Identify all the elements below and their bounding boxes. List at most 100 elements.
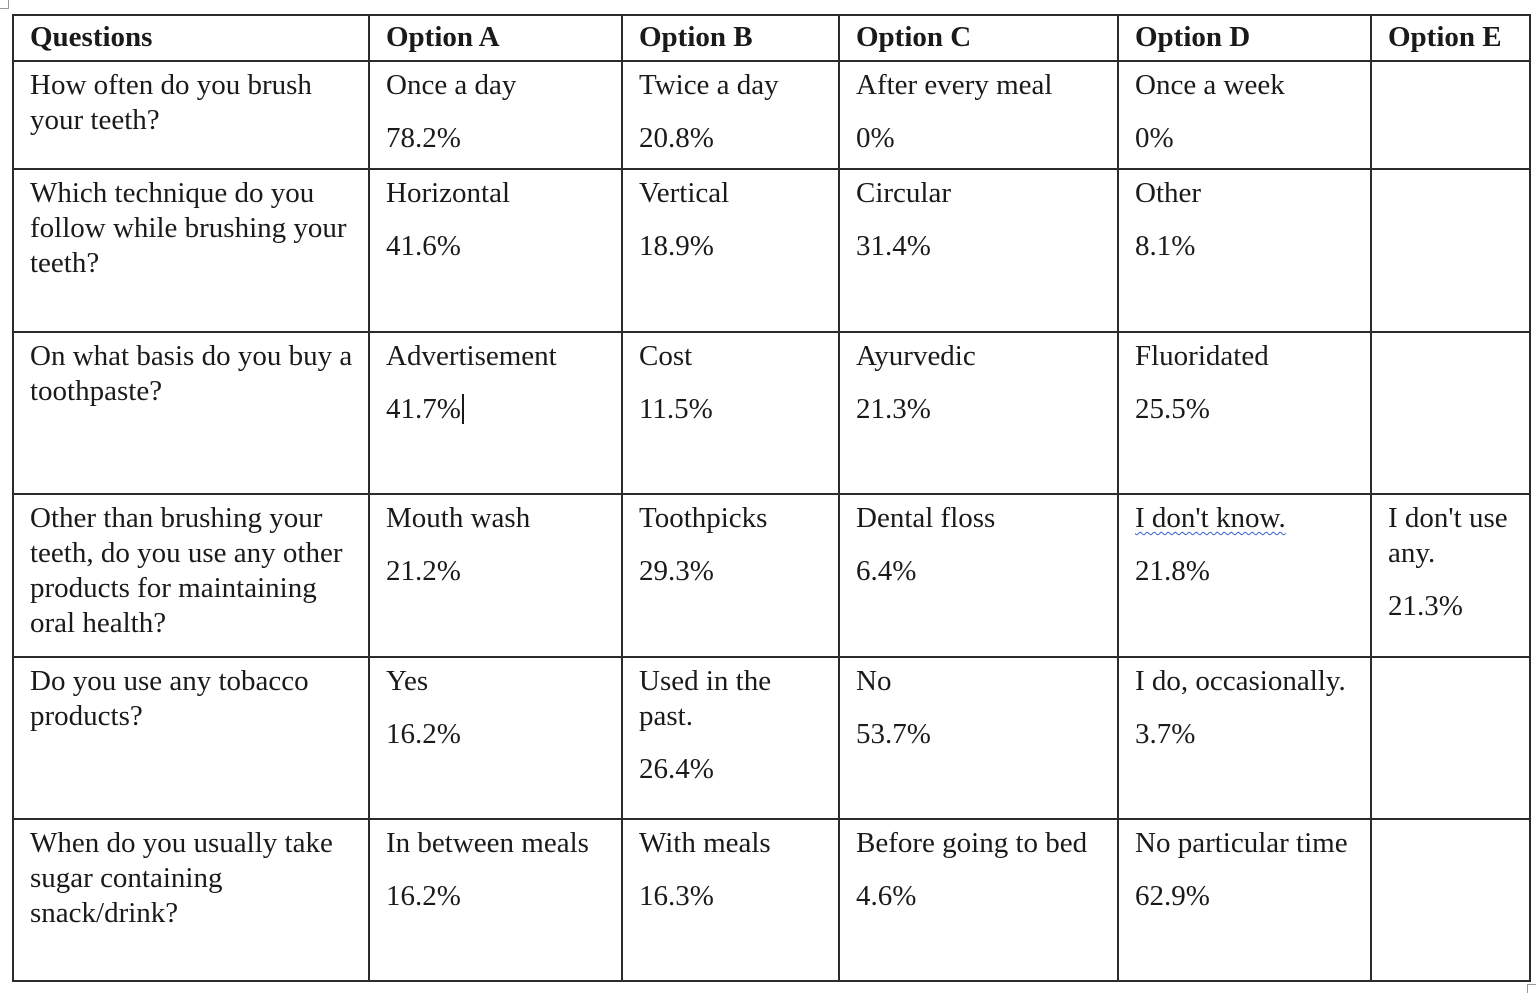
- option-cell[interactable]: Other 8.1%: [1117, 168, 1372, 333]
- header-option-d[interactable]: Option D: [1117, 14, 1372, 62]
- option-label: Yes: [386, 665, 429, 697]
- option-label: Vertical: [639, 177, 730, 209]
- question-cell[interactable]: Which technique do you follow while brus…: [12, 168, 370, 333]
- option-cell[interactable]: Once a day 78.2%: [368, 60, 623, 170]
- option-label: Cost: [639, 340, 693, 372]
- option-cell[interactable]: Fluoridated 25.5%: [1117, 331, 1372, 495]
- option-percentage: 4.6%: [856, 880, 917, 912]
- header-option-c[interactable]: Option C: [838, 14, 1119, 62]
- option-cell-empty[interactable]: [1370, 331, 1531, 495]
- option-percentage: 0%: [1135, 122, 1174, 154]
- question-cell[interactable]: How often do you brush your teeth?: [12, 60, 370, 170]
- option-percentage: 16.2%: [386, 880, 461, 912]
- option-label: With meals: [639, 827, 771, 859]
- option-cell[interactable]: Dental floss 6.4%: [838, 493, 1119, 658]
- option-cell[interactable]: Vertical 18.9%: [621, 168, 840, 333]
- header-option-e[interactable]: Option E: [1370, 14, 1531, 62]
- option-label: Circular: [856, 177, 952, 209]
- option-label: I do, occasionally.: [1135, 665, 1346, 697]
- option-cell[interactable]: Twice a day 20.8%: [621, 60, 840, 170]
- option-label: Horizontal: [386, 177, 511, 209]
- option-cell[interactable]: Ayurvedic 21.3%: [838, 331, 1119, 495]
- table-row: Which technique do you follow while brus…: [12, 168, 1531, 333]
- option-cell[interactable]: Circular 31.4%: [838, 168, 1119, 333]
- option-cell[interactable]: Used in the past. 26.4%: [621, 656, 840, 820]
- option-percentage: 3.7%: [1135, 718, 1196, 750]
- question-cell[interactable]: Other than brushing your teeth, do you u…: [12, 493, 370, 658]
- option-cell[interactable]: Cost 11.5%: [621, 331, 840, 495]
- option-percentage: 62.9%: [1135, 880, 1210, 912]
- table-row: Do you use any tobacco products? Yes 16.2…: [12, 656, 1531, 820]
- option-label: I don't use any.: [1388, 502, 1508, 569]
- text-cursor: [461, 394, 464, 424]
- option-cell[interactable]: Horizontal 41.6%: [368, 168, 623, 333]
- option-label: Toothpicks: [639, 502, 768, 534]
- table-row: Other than brushing your teeth, do you u…: [12, 493, 1531, 658]
- option-cell[interactable]: I don't know. 21.8%: [1117, 493, 1372, 658]
- option-percentage: 78.2%: [386, 122, 461, 154]
- option-cell[interactable]: No particular time 62.9%: [1117, 818, 1372, 982]
- option-percentage: 29.3%: [639, 555, 714, 587]
- option-label: No: [856, 665, 892, 697]
- option-percentage: 41.6%: [386, 230, 461, 262]
- option-label: Fluoridated: [1135, 340, 1269, 372]
- option-cell[interactable]: I do, occasionally. 3.7%: [1117, 656, 1372, 820]
- option-label: Ayurvedic: [856, 340, 976, 372]
- option-percentage: 16.2%: [386, 718, 461, 750]
- option-label: Once a week: [1135, 69, 1285, 101]
- page-corner-mark: [0, 0, 9, 9]
- option-cell[interactable]: No 53.7%: [838, 656, 1119, 820]
- option-cell[interactable]: Once a week 0%: [1117, 60, 1372, 170]
- option-label: Before going to bed: [856, 827, 1088, 859]
- option-cell[interactable]: Before going to bed 4.6%: [838, 818, 1119, 982]
- option-percentage: 0%: [856, 122, 895, 154]
- option-percentage-with-caret: 41.7%: [386, 392, 615, 427]
- option-label: No particular time: [1135, 827, 1348, 859]
- page-corner-mark: [1527, 984, 1536, 993]
- option-label: Dental floss: [856, 502, 996, 534]
- question-cell[interactable]: When do you usually take sugar containin…: [12, 818, 370, 982]
- option-percentage: 8.1%: [1135, 230, 1196, 262]
- option-percentage: 25.5%: [1135, 393, 1210, 425]
- option-cell[interactable]: In between meals 16.2%: [368, 818, 623, 982]
- header-row: Questions Option A Option B Option C Opt…: [12, 14, 1531, 62]
- option-cell[interactable]: After every meal 0%: [838, 60, 1119, 170]
- question-cell[interactable]: Do you use any tobacco products?: [12, 656, 370, 820]
- table-row: How often do you brush your teeth? Once …: [12, 60, 1531, 170]
- option-percentage: 26.4%: [639, 753, 714, 785]
- option-label: Mouth wash: [386, 502, 531, 534]
- option-label: After every meal: [856, 69, 1053, 101]
- option-cell-empty[interactable]: [1370, 656, 1531, 820]
- option-cell-empty[interactable]: [1370, 818, 1531, 982]
- option-percentage: 21.2%: [386, 555, 461, 587]
- option-percentage: 6.4%: [856, 555, 917, 587]
- option-cell-empty[interactable]: [1370, 60, 1531, 170]
- option-percentage: 41.7%: [386, 393, 461, 425]
- option-cell[interactable]: Advertisement 41.7%: [368, 331, 623, 495]
- option-cell-empty[interactable]: [1370, 168, 1531, 333]
- question-cell[interactable]: On what basis do you buy a toothpaste?: [12, 331, 370, 495]
- option-label: I don't know.: [1135, 502, 1286, 534]
- survey-results-table: Questions Option A Option B Option C Opt…: [12, 14, 1531, 982]
- header-option-b[interactable]: Option B: [621, 14, 840, 62]
- option-cell[interactable]: With meals 16.3%: [621, 818, 840, 982]
- table-row: When do you usually take sugar containin…: [12, 818, 1531, 982]
- header-questions[interactable]: Questions: [12, 14, 370, 62]
- option-percentage: 18.9%: [639, 230, 714, 262]
- option-percentage: 11.5%: [639, 393, 713, 425]
- option-cell[interactable]: Toothpicks 29.3%: [621, 493, 840, 658]
- option-percentage: 21.3%: [1388, 590, 1463, 622]
- table-row: On what basis do you buy a toothpaste? A…: [12, 331, 1531, 495]
- option-cell[interactable]: Yes 16.2%: [368, 656, 623, 820]
- option-label: Twice a day: [639, 69, 779, 101]
- option-percentage: 21.3%: [856, 393, 931, 425]
- option-label: Advertisement: [386, 340, 557, 372]
- option-percentage: 21.8%: [1135, 555, 1210, 587]
- option-percentage: 16.3%: [639, 880, 714, 912]
- header-option-a[interactable]: Option A: [368, 14, 623, 62]
- option-cell[interactable]: Mouth wash 21.2%: [368, 493, 623, 658]
- option-cell[interactable]: I don't use any. 21.3%: [1370, 493, 1531, 658]
- option-percentage: 53.7%: [856, 718, 931, 750]
- option-label: Used in the past.: [639, 665, 772, 732]
- option-percentage: 31.4%: [856, 230, 931, 262]
